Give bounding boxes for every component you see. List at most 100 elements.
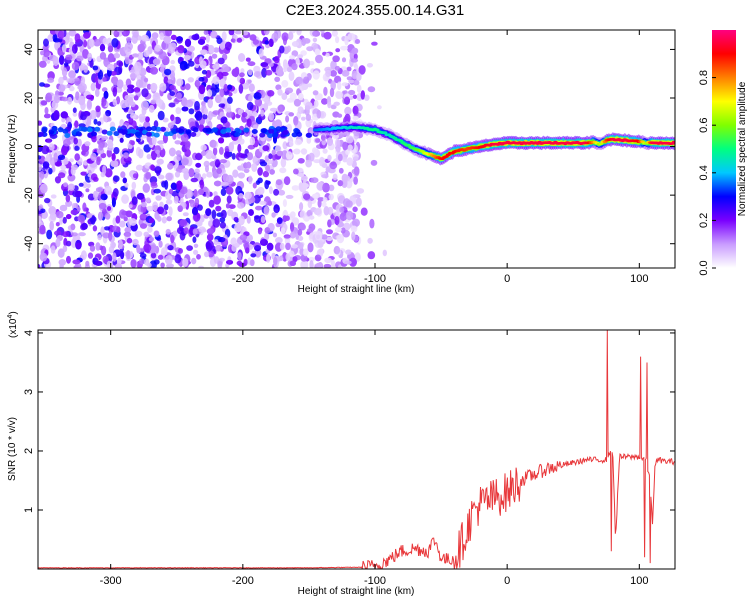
noise-blob (308, 256, 315, 262)
noise-blob (237, 202, 245, 209)
noise-blob (102, 165, 107, 175)
noise-blob (98, 202, 107, 210)
noise-blob (165, 199, 173, 205)
noise-blob (205, 33, 210, 43)
noise-blob (139, 258, 145, 265)
x-tick-label: -200 (232, 575, 254, 587)
noise-blob (337, 180, 344, 187)
noise-blob (179, 219, 188, 227)
noise-blob (211, 53, 218, 59)
noise-blob (316, 109, 322, 119)
noise-blob (314, 254, 322, 262)
noise-blob (298, 93, 304, 101)
noise-blob (151, 135, 157, 146)
x-tick-label: -300 (100, 273, 122, 285)
noise-blob (82, 48, 89, 59)
noise-blob (297, 229, 303, 236)
noise-blob (356, 72, 362, 81)
noise-blob (102, 255, 109, 264)
noise-blob (344, 106, 352, 116)
noise-blob (168, 147, 176, 157)
noise-blob (211, 155, 217, 160)
noise-blob (132, 31, 139, 38)
noise-blob (43, 38, 49, 47)
noise-blob (261, 67, 267, 78)
noise-blob (58, 84, 66, 93)
noise-blob (309, 60, 315, 66)
noise-blob (89, 245, 96, 252)
noise-blob (74, 216, 79, 222)
noise-blob (187, 45, 195, 52)
noise-blob (62, 231, 70, 238)
noise-blob (71, 232, 78, 237)
noise-blob (337, 113, 343, 118)
noise-blob (150, 99, 157, 105)
noise-blob (85, 260, 90, 267)
noise-blob (100, 193, 108, 201)
noise-blob (188, 108, 195, 115)
noise-blob (209, 139, 217, 148)
noise-blob (192, 236, 197, 243)
noise-blob (163, 76, 169, 84)
carrier-blob (190, 132, 197, 137)
noise-blob (145, 197, 151, 203)
noise-blob (202, 186, 208, 192)
noise-blob (250, 253, 257, 258)
snr-y-multiplier-base: (x10 (8, 318, 19, 338)
noise-blob (351, 70, 358, 80)
noise-blob (50, 245, 56, 254)
noise-blob (291, 63, 298, 71)
carrier-blob (160, 126, 166, 132)
noise-blob (130, 259, 137, 268)
noise-blob (62, 216, 67, 224)
carrier-blob (101, 129, 108, 135)
noise-blob (130, 101, 136, 108)
noise-blob (57, 172, 66, 179)
noise-blob (123, 152, 129, 159)
noise-blob (307, 242, 314, 253)
noise-blob (168, 102, 176, 108)
noise-blob (285, 242, 291, 251)
noise-blob (157, 140, 166, 145)
noise-blob (288, 250, 295, 258)
noise-blob (117, 257, 122, 265)
noise-blob (89, 110, 97, 120)
noise-blob (72, 107, 77, 113)
noise-blob (341, 173, 349, 183)
noise-blob (271, 153, 277, 161)
noise-blob (124, 227, 132, 233)
noise-blob (344, 96, 350, 105)
noise-blob (205, 208, 212, 217)
noise-blob (288, 112, 295, 117)
noise-blob (184, 83, 191, 91)
noise-blob (219, 42, 225, 50)
noise-blob (68, 30, 77, 37)
noise-blob (173, 116, 181, 125)
noise-blob (351, 47, 359, 55)
noise-blob (52, 33, 58, 42)
noise-blob (262, 170, 269, 178)
noise-blob (337, 153, 343, 162)
noise-blob (143, 50, 150, 58)
noise-blob (267, 200, 272, 206)
noise-blob (321, 174, 329, 179)
snr-x-axis-label: Height of straight line (km) (298, 586, 415, 597)
noise-blob (45, 92, 53, 103)
noise-blob (201, 69, 208, 75)
noise-blob (214, 159, 221, 168)
noise-blob (97, 234, 102, 241)
noise-blob (259, 200, 267, 205)
noise-blob (200, 150, 207, 156)
noise-blob (78, 182, 84, 187)
noise-blob (53, 110, 60, 121)
noise-blob (43, 113, 51, 119)
noise-blob (279, 167, 287, 174)
noise-blob (177, 45, 185, 54)
carrier-blob (225, 132, 232, 138)
noise-blob (290, 222, 295, 232)
noise-blob (180, 186, 188, 195)
noise-blob (188, 60, 195, 67)
noise-blob (352, 94, 357, 100)
x-tick-label: 100 (630, 273, 648, 285)
noise-blob (262, 145, 270, 152)
